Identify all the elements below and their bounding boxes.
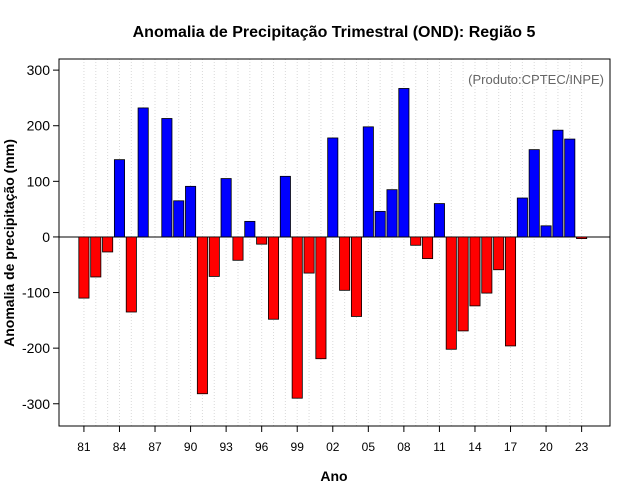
bar-1991 — [196, 236, 208, 395]
bar-2006 — [374, 210, 386, 238]
bar-2019 — [528, 149, 540, 238]
x-tick-label: 99 — [291, 440, 305, 454]
bar-2007 — [386, 189, 398, 238]
x-tick-label: 08 — [397, 440, 411, 454]
x-axis: 81 84 87 90 93 96 99 02 05 08 11 14 17 20 23 — [77, 426, 589, 454]
bar-1985 — [125, 236, 137, 313]
bar-1986 — [137, 107, 149, 238]
bar-1993 — [220, 178, 232, 238]
y-tick-label: -100 — [22, 285, 50, 301]
bar-2017 — [505, 236, 517, 347]
y-tick-label: -200 — [22, 340, 50, 356]
bar-2011 — [433, 203, 445, 238]
x-tick-label: 84 — [113, 440, 127, 454]
x-tick-label: 20 — [539, 440, 553, 454]
bar-1989 — [173, 200, 185, 238]
y-axis-label: Anomalia de precipitação (mm) — [1, 139, 17, 347]
bar-1998 — [279, 175, 291, 238]
bars — [78, 88, 588, 399]
bar-2008 — [398, 88, 410, 238]
bar-1999 — [291, 236, 303, 399]
y-tick-label: 200 — [27, 118, 51, 134]
bar-2018 — [516, 197, 528, 238]
y-tick-label: 0 — [42, 229, 50, 245]
y-tick-label: 100 — [27, 173, 51, 189]
bar-2009 — [410, 236, 422, 246]
x-axis-label: Ano — [320, 468, 347, 484]
x-tick-label: 05 — [362, 440, 376, 454]
bar-1995 — [244, 220, 256, 238]
bar-2005 — [362, 126, 374, 238]
x-tick-label: 93 — [219, 440, 233, 454]
bar-1982 — [90, 236, 102, 278]
bar-2002 — [327, 137, 339, 238]
x-tick-label: 17 — [504, 440, 518, 454]
bar-2012 — [445, 236, 457, 350]
x-tick-label: 02 — [326, 440, 340, 454]
bar-2021 — [552, 129, 564, 238]
bar-2022 — [564, 138, 576, 238]
y-tick-label: -300 — [22, 396, 50, 412]
bar-2000 — [303, 236, 315, 274]
bar-2023 — [576, 236, 588, 240]
bar-2003 — [339, 236, 351, 291]
bar-2015 — [481, 236, 493, 294]
y-tick-label: 300 — [27, 62, 51, 78]
bar-2016 — [493, 236, 505, 271]
bar-2001 — [315, 236, 327, 360]
plot-frame — [58, 58, 611, 427]
y-axis: -300 -200 -100 0 100 200 300 — [22, 62, 59, 412]
bar-1988 — [161, 118, 173, 238]
bar-1992 — [208, 236, 220, 277]
bar-2013 — [457, 236, 469, 332]
x-tick-label: 90 — [184, 440, 198, 454]
bar-1994 — [232, 236, 244, 261]
bar-2010 — [422, 236, 434, 260]
x-tick-label: 87 — [148, 440, 162, 454]
x-tick-label: 23 — [575, 440, 589, 454]
bar-1983 — [102, 236, 114, 253]
x-tick-label: 81 — [77, 440, 91, 454]
x-tick-label: 96 — [255, 440, 269, 454]
chart-title: Anomalia de Precipitação Trimestral (OND… — [133, 24, 536, 41]
source-annotation: (Produto:CPTEC/INPE) — [468, 72, 604, 87]
bar-2020 — [540, 225, 552, 238]
bar-2014 — [469, 236, 481, 307]
bar-1997 — [268, 236, 280, 320]
x-tick-label: 11 — [433, 440, 446, 454]
bar-1996 — [256, 236, 268, 245]
x-tick-label: 14 — [468, 440, 482, 454]
bar-1984 — [113, 159, 125, 238]
bar-1981 — [78, 236, 90, 299]
bar-2004 — [350, 236, 362, 317]
bar-1990 — [185, 185, 197, 238]
